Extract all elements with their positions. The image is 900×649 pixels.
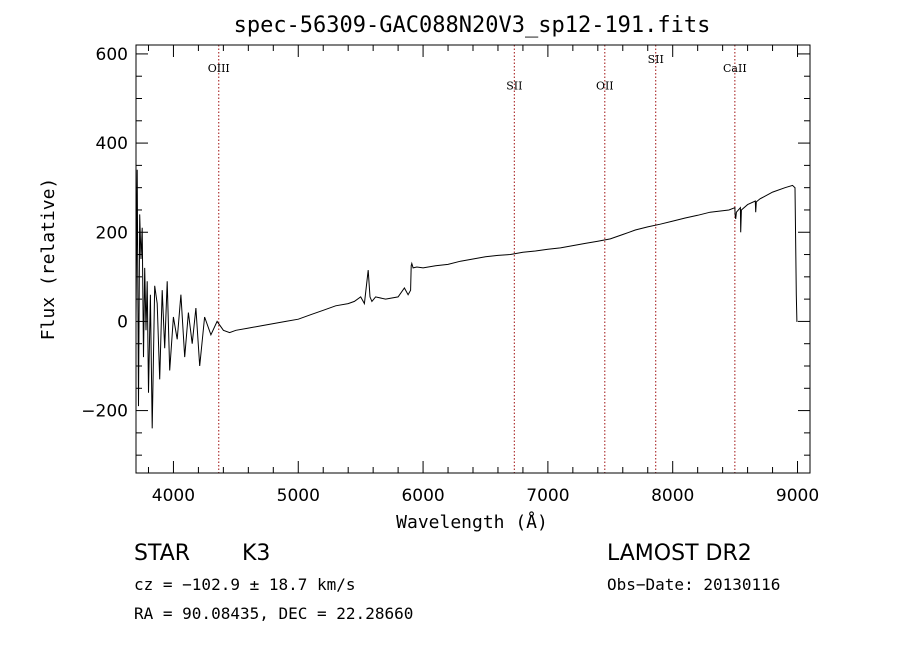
coordinates: RA = 90.08435, DEC = 22.28660 [134,604,413,623]
x-tick-label: 5000 [277,486,320,506]
line-marker-label: OIII [208,62,230,75]
plot-frame [135,44,811,474]
y-tick-label: 0 [117,312,128,332]
spectrum-line [135,169,798,429]
line-marker-label: OII [596,80,614,93]
spectrum-series [135,169,798,429]
line-marker-label: SII [506,80,522,93]
y-axis-label: Flux (relative) [38,178,59,341]
redshift-cz: cz = −102.9 ± 18.7 km/s [134,575,356,594]
y-tick-label: 400 [96,134,128,154]
y-tick-label: 600 [96,45,128,65]
x-axis-label: Wavelength (Å) [396,511,548,533]
y-tick-label: 200 [96,223,128,243]
axis-ticks: 4000 5000 6000 7000 8000 9000 −200 0 200 400 600 [81,45,819,506]
x-tick-label: 8000 [651,486,694,506]
y-tick-label: −200 [81,402,128,422]
chart-title: spec-56309-GAC088N20V3_sp12-191.fits [234,13,711,38]
x-tick-label: 4000 [152,486,195,506]
x-tick-label: 7000 [526,486,569,506]
observation-date: Obs−Date: 20130116 [607,575,780,594]
emission-line-markers: OIII SII OII SII CaII [208,45,747,473]
object-class: STAR [134,541,190,566]
x-tick-label: 6000 [401,486,444,506]
x-tick-label: 9000 [776,486,819,506]
line-marker-label: SII [648,53,664,66]
line-marker-label: CaII [723,62,747,75]
object-subclass: K3 [242,541,270,566]
survey-name: LAMOST DR2 [607,541,752,566]
